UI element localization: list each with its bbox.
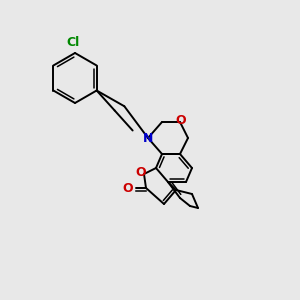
Text: O: O [176, 115, 186, 128]
Text: O: O [136, 167, 146, 179]
Text: N: N [143, 131, 153, 145]
Text: O: O [122, 182, 133, 194]
Text: Cl: Cl [66, 36, 80, 49]
